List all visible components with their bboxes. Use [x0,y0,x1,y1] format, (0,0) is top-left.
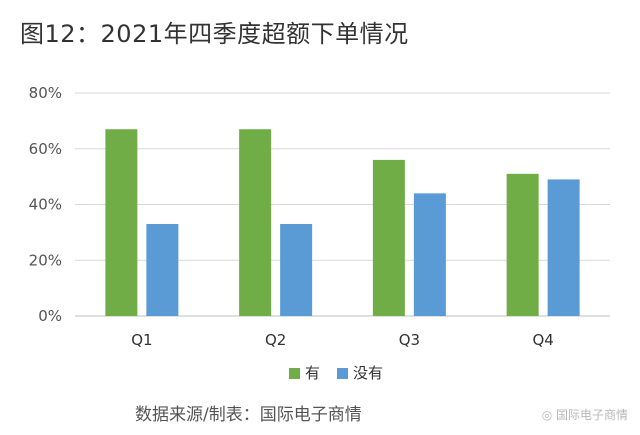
legend-swatch [337,368,348,379]
bar-q3-series-1 [372,159,405,316]
bar-q2-series-2 [280,224,313,316]
legend-label: 没有 [353,364,383,382]
bar-q3-series-2 [413,193,446,316]
x-tick-label: Q3 [399,331,420,349]
x-tick-label: Q4 [532,331,553,349]
bar-q4-series-1 [506,173,539,316]
watermark-text: 国际电子商情 [555,408,628,422]
legend-label: 有 [305,364,320,382]
x-tick-label: Q2 [265,331,286,349]
watermark-icon: ◎ [541,408,556,422]
bar-chart: 0% 20% 40% 60% 80% Q1 Q2 Q3 Q4 有 没有 [29,84,610,382]
legend-swatch [289,368,300,379]
bar-q1-series-2 [146,224,179,316]
y-tick-label: 0% [38,307,62,325]
bar-q1-series-1 [105,129,138,316]
y-tick-label: 60% [29,140,62,158]
y-tick-label: 20% [29,251,62,269]
chart-title: 图12：2021年四季度超额下单情况 [20,20,409,48]
bar-q4-series-2 [547,179,580,316]
source-note: 数据来源/制表：国际电子商情 [135,405,362,425]
bar-q2-series-1 [239,129,272,316]
x-tick-label: Q1 [131,331,152,349]
y-tick-label: 80% [29,84,62,102]
y-tick-label: 40% [29,196,62,214]
watermark: ◎ 国际电子商情 [542,406,628,423]
